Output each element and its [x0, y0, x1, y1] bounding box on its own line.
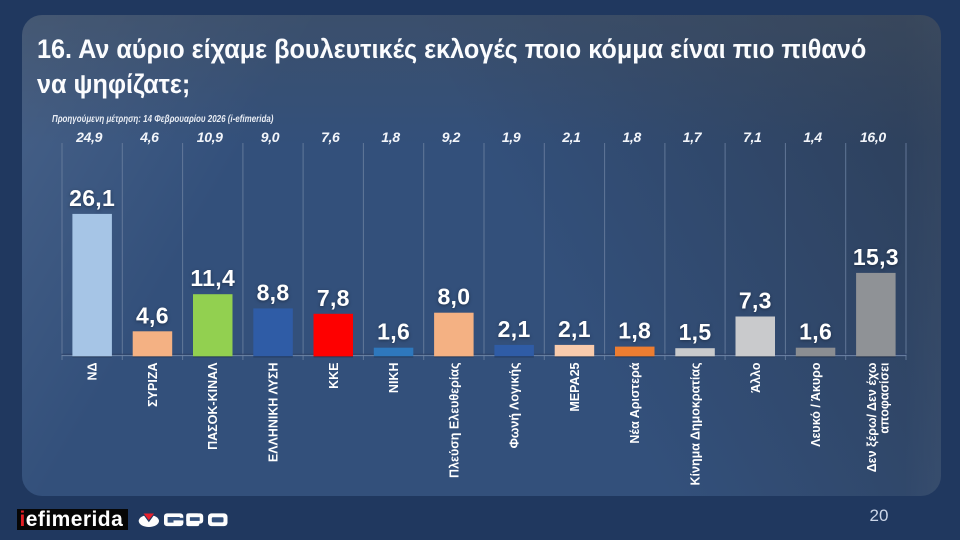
- svg-text:7,3: 7,3: [739, 288, 772, 314]
- svg-text:ΕΛΛΗΝΙΚΗ ΛΥΣΗ: ΕΛΛΗΝΙΚΗ ΛΥΣΗ: [267, 363, 281, 463]
- svg-text:16,0: 16,0: [860, 129, 886, 145]
- svg-text:15,3: 15,3: [853, 244, 899, 270]
- svg-text:24,9: 24,9: [75, 129, 102, 145]
- svg-text:Νέα Αριστερά: Νέα Αριστερά: [628, 362, 642, 443]
- svg-text:2,1: 2,1: [561, 129, 581, 145]
- svg-text:Δεν ξέρω/ Δεν έχω: Δεν ξέρω/ Δεν έχω: [865, 362, 879, 472]
- svg-text:ΝΔ: ΝΔ: [86, 362, 100, 380]
- svg-text:11,4: 11,4: [190, 265, 235, 291]
- svg-text:2,1: 2,1: [498, 316, 531, 342]
- svg-text:7,8: 7,8: [317, 285, 350, 311]
- svg-text:1,5: 1,5: [679, 319, 712, 345]
- svg-text:9,2: 9,2: [442, 129, 461, 145]
- svg-text:Λευκό / Άκυρο: Λευκό / Άκυρο: [809, 362, 823, 447]
- svg-text:Φωνή Λογικής: Φωνή Λογικής: [508, 363, 522, 449]
- svg-text:ΜΕΡΑ25: ΜΕΡΑ25: [568, 362, 582, 411]
- svg-text:ΠΑΣΟΚ-ΚΙΝΑΛ: ΠΑΣΟΚ-ΚΙΝΑΛ: [206, 362, 220, 450]
- svg-text:1,6: 1,6: [377, 319, 410, 345]
- svg-text:1,8: 1,8: [622, 129, 641, 145]
- svg-text:26,1: 26,1: [69, 185, 115, 211]
- svg-text:ΣΥΡΙΖΑ: ΣΥΡΙΖΑ: [146, 363, 160, 407]
- svg-text:8,8: 8,8: [257, 279, 290, 305]
- svg-text:4,6: 4,6: [139, 129, 159, 145]
- svg-text:Κίνημα Δημοκρατίας: Κίνημα Δημοκρατίας: [689, 363, 703, 486]
- svg-text:ΚΚΕ: ΚΚΕ: [327, 363, 341, 389]
- svg-text:1,6: 1,6: [799, 319, 832, 345]
- svg-text:10,9: 10,9: [197, 129, 223, 145]
- svg-text:αποφασίσει: αποφασίσει: [877, 362, 891, 434]
- svg-text:9,0: 9,0: [261, 129, 280, 145]
- svg-text:7,6: 7,6: [321, 129, 340, 145]
- svg-text:7,1: 7,1: [743, 129, 762, 145]
- svg-text:1,8: 1,8: [618, 318, 651, 344]
- svg-text:1,4: 1,4: [803, 129, 822, 145]
- svg-text:2,1: 2,1: [558, 316, 591, 342]
- svg-text:ΝΙΚΗ: ΝΙΚΗ: [387, 363, 401, 394]
- svg-text:8,0: 8,0: [437, 284, 470, 310]
- svg-text:Πλεύση Ελευθερίας: Πλεύση Ελευθερίας: [447, 363, 461, 478]
- svg-text:Άλλο: Άλλο: [749, 362, 763, 393]
- svg-text:1,9: 1,9: [502, 129, 521, 145]
- svg-text:1,7: 1,7: [683, 129, 703, 145]
- svg-text:4,6: 4,6: [136, 302, 169, 328]
- svg-text:1,8: 1,8: [381, 129, 400, 145]
